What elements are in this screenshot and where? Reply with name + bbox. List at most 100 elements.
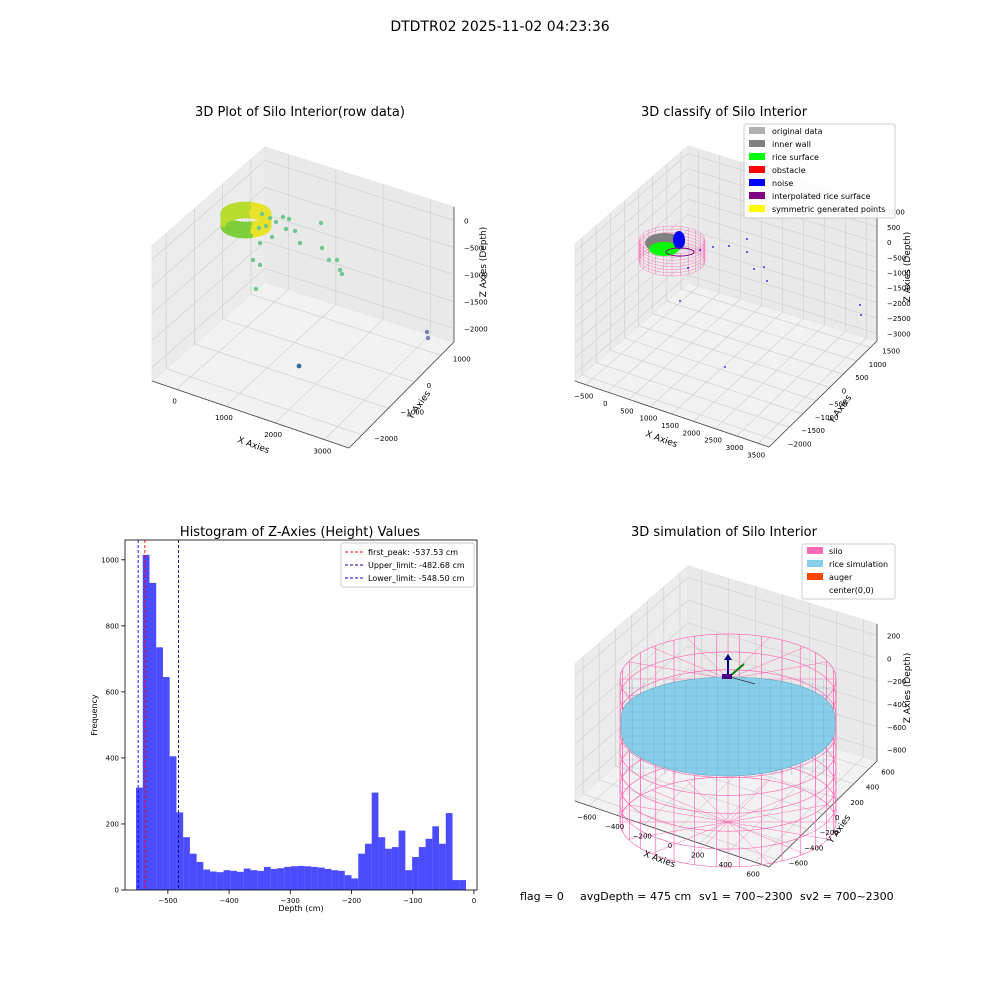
panel2-axes xyxy=(574,144,878,448)
rice-surface-points xyxy=(649,242,679,256)
z-tick-label: −3000 xyxy=(887,330,911,338)
y-tick-label: −400 xyxy=(804,844,823,852)
noise-cluster xyxy=(673,231,685,249)
panel2-title: 3D classify of Silo Interior xyxy=(641,105,808,120)
y-axis-line xyxy=(768,340,878,448)
histogram-legend: first_peak: -537.53 cm Upper_limit: -482.… xyxy=(340,542,475,588)
panel1-y-ticks: 1000 0 −1000 −2000 xyxy=(374,355,471,443)
status-footer: flag = 0 avgDepth = 475 cm sv1 = 700~230… xyxy=(520,890,894,903)
legend-label: silo xyxy=(829,547,843,556)
panel4-z-ticks: −800 −600 −400 −200 0 200 xyxy=(887,632,906,754)
x-tick-label: 0 xyxy=(472,897,476,905)
legend-label: obstacle xyxy=(772,166,806,175)
grid-line xyxy=(574,622,878,722)
auger-arrow xyxy=(724,654,732,660)
legend-label: Lower_limit: -548.50 cm xyxy=(368,574,465,583)
grid-line xyxy=(652,176,844,375)
data-point xyxy=(256,225,262,231)
noise-point xyxy=(746,251,748,253)
silo-radial xyxy=(727,780,770,823)
silo-radial xyxy=(727,821,828,840)
z-tick-label: −1500 xyxy=(887,285,911,293)
histogram-bar xyxy=(277,868,285,890)
silo-radial xyxy=(727,804,828,823)
histogram-bar xyxy=(358,853,365,890)
y-tick-label: 1000 xyxy=(101,556,119,564)
y-tick-label: 400 xyxy=(866,784,879,792)
legend-swatch xyxy=(807,573,823,580)
silo-radial xyxy=(651,821,729,855)
silo-radial xyxy=(727,789,805,823)
data-point xyxy=(337,267,343,273)
noise-point xyxy=(859,304,861,306)
x-axis-line xyxy=(151,380,350,449)
panel2-z-ticks: −3000 −2500 −2000 −1500 −1000 −500 0 500 1000 xyxy=(887,209,911,339)
grid-line xyxy=(714,187,825,429)
grid-line xyxy=(574,244,878,344)
data-point xyxy=(424,329,430,335)
histogram-bar xyxy=(317,867,325,890)
legend-label: symmetric generated points xyxy=(772,205,885,214)
silo-radial xyxy=(686,780,729,823)
silo-radial xyxy=(651,646,729,680)
legend-swatch xyxy=(749,153,765,160)
grid-line xyxy=(693,181,804,422)
panel4-x-label: X Axies xyxy=(642,849,677,870)
histogram-bar xyxy=(418,847,426,890)
panel1-points xyxy=(220,201,431,369)
silo-radial xyxy=(686,637,729,680)
x-tick-label: −500 xyxy=(158,897,177,905)
rice-surface xyxy=(620,676,836,777)
data-point xyxy=(259,211,265,217)
panel1-z-label: Z Axies (Depth) xyxy=(479,227,489,298)
grid-line xyxy=(638,188,830,388)
histogram-bar xyxy=(445,813,453,890)
data-point xyxy=(286,216,292,222)
histogram-bar xyxy=(203,869,211,890)
legend-label: rice surface xyxy=(772,153,819,162)
sv2-text: sv2 = 700~2300 xyxy=(800,890,894,903)
histogram-bar xyxy=(263,866,271,890)
x-tick-label: 200 xyxy=(691,851,704,859)
y-tick-label: 600 xyxy=(106,688,119,696)
silo-radial xyxy=(628,661,729,680)
grid-line xyxy=(151,187,455,287)
histogram-bar xyxy=(196,861,204,890)
z-tick-label: 200 xyxy=(887,632,900,640)
grid-line xyxy=(574,274,878,374)
histogram-bar xyxy=(432,826,440,890)
data-point xyxy=(280,214,286,220)
y-tick-label: −500 xyxy=(828,401,847,409)
histogram-bar xyxy=(189,853,197,890)
panel4-x-ticks: −600 −400 −200 0 200 400 600 xyxy=(577,814,760,879)
panel1-axes xyxy=(151,145,455,449)
histogram-bar xyxy=(142,554,150,890)
histogram-bar xyxy=(183,837,190,890)
data-point xyxy=(297,240,303,246)
histogram-y-label: Frequency xyxy=(90,694,99,736)
grid-line xyxy=(176,154,289,390)
panel1-z-ticks: −2000 −1500 −1000 −500 0 xyxy=(464,218,488,334)
x-tick-label: −400 xyxy=(605,823,624,831)
grid-line xyxy=(574,214,878,313)
legend-label: interpolated rice surface xyxy=(772,192,870,201)
histogram-x-label: Depth (cm) xyxy=(278,904,323,913)
data-point xyxy=(334,257,340,263)
legend-label: Upper_limit: -482.68 cm xyxy=(368,561,465,570)
y-tick-label: 200 xyxy=(106,820,119,828)
grid-line xyxy=(609,213,803,415)
histogram-title: Histogram of Z-Axies (Height) Values xyxy=(180,525,420,540)
data-point xyxy=(296,363,302,369)
silo-radial xyxy=(686,821,729,864)
grid-line xyxy=(574,183,878,283)
panel4-legend: silo rice simulation auger center(0,0) xyxy=(801,543,896,600)
grid-line xyxy=(165,233,363,436)
histogram-bar xyxy=(398,830,406,890)
histogram-bar xyxy=(338,870,345,890)
avg-depth-text: avgDepth = 475 cm xyxy=(580,890,691,903)
figure-title: DTDTR02 2025-11-02 04:23:36 xyxy=(390,19,609,35)
histogram-bar xyxy=(412,856,419,890)
